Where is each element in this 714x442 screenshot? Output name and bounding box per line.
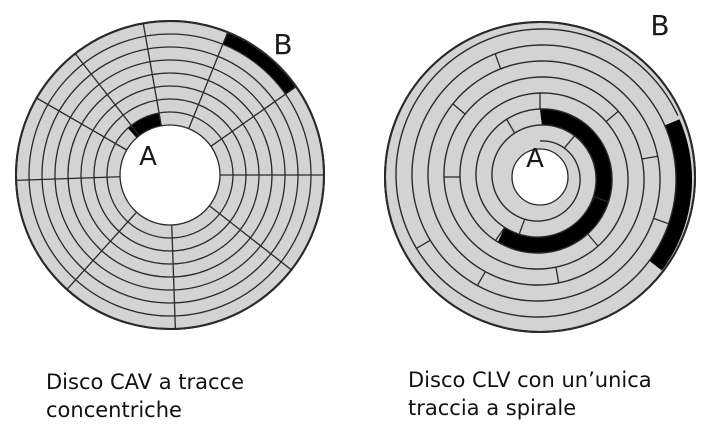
clv-segment-divider [494,53,502,70]
cav-sector-divider [142,23,162,126]
cav-sector-divider [74,53,140,136]
cav-sector-divider [16,176,121,182]
clv-caption-line-2: traccia a spirale [408,396,577,420]
clv-segment-divider [587,233,599,247]
clv-caption-line-1: Disco CLV con un’unica [408,368,652,392]
clv-segment-divider [506,118,516,134]
clv-segment-divider [593,195,609,203]
cav-sector-divider [209,205,292,271]
cav-sector-divider [210,86,297,147]
cav-sector-divider [188,31,229,129]
clv-disk-edge [384,21,696,333]
clv-caption: Disco CLV con un’unica traccia a spirale [408,366,708,422]
clv-spindle-hole [511,148,569,206]
cav-disk [15,20,325,330]
clv-spiral-track [395,28,679,318]
cav-disk-edge [15,20,325,330]
cav-caption-line-1: Disco CAV a tracce [46,370,245,394]
clv-segment-divider [641,155,658,160]
cav-sector-divider [36,97,128,151]
cav-label-a: A [139,142,157,172]
cav-caption: Disco CAV a tracce concentriche [46,368,346,424]
clv-segment-divider [555,267,560,284]
clv-segment-divider [563,135,576,149]
cav-spindle-hole [119,124,221,226]
clv-segment-divider [653,217,669,225]
clv-segment-divider [518,218,526,235]
cav-sector-divider [171,224,177,329]
clv-label-a: A [526,144,544,174]
clv-label-b: B [650,9,669,42]
clv-segment-b [649,119,693,271]
clv-segment-divider [494,227,506,241]
cav-sector-b [222,32,297,95]
clv-disk [384,21,696,333]
clv-segment-a [497,108,613,254]
clv-segment-divider [452,103,466,115]
cav-caption-line-2: concentriche [46,398,182,422]
clv-segment-divider [416,239,431,249]
clv-segment-divider [605,110,619,123]
cav-sector-divider [66,211,138,290]
clv-segment-divider [476,271,486,286]
cav-label-b: B [273,28,292,61]
